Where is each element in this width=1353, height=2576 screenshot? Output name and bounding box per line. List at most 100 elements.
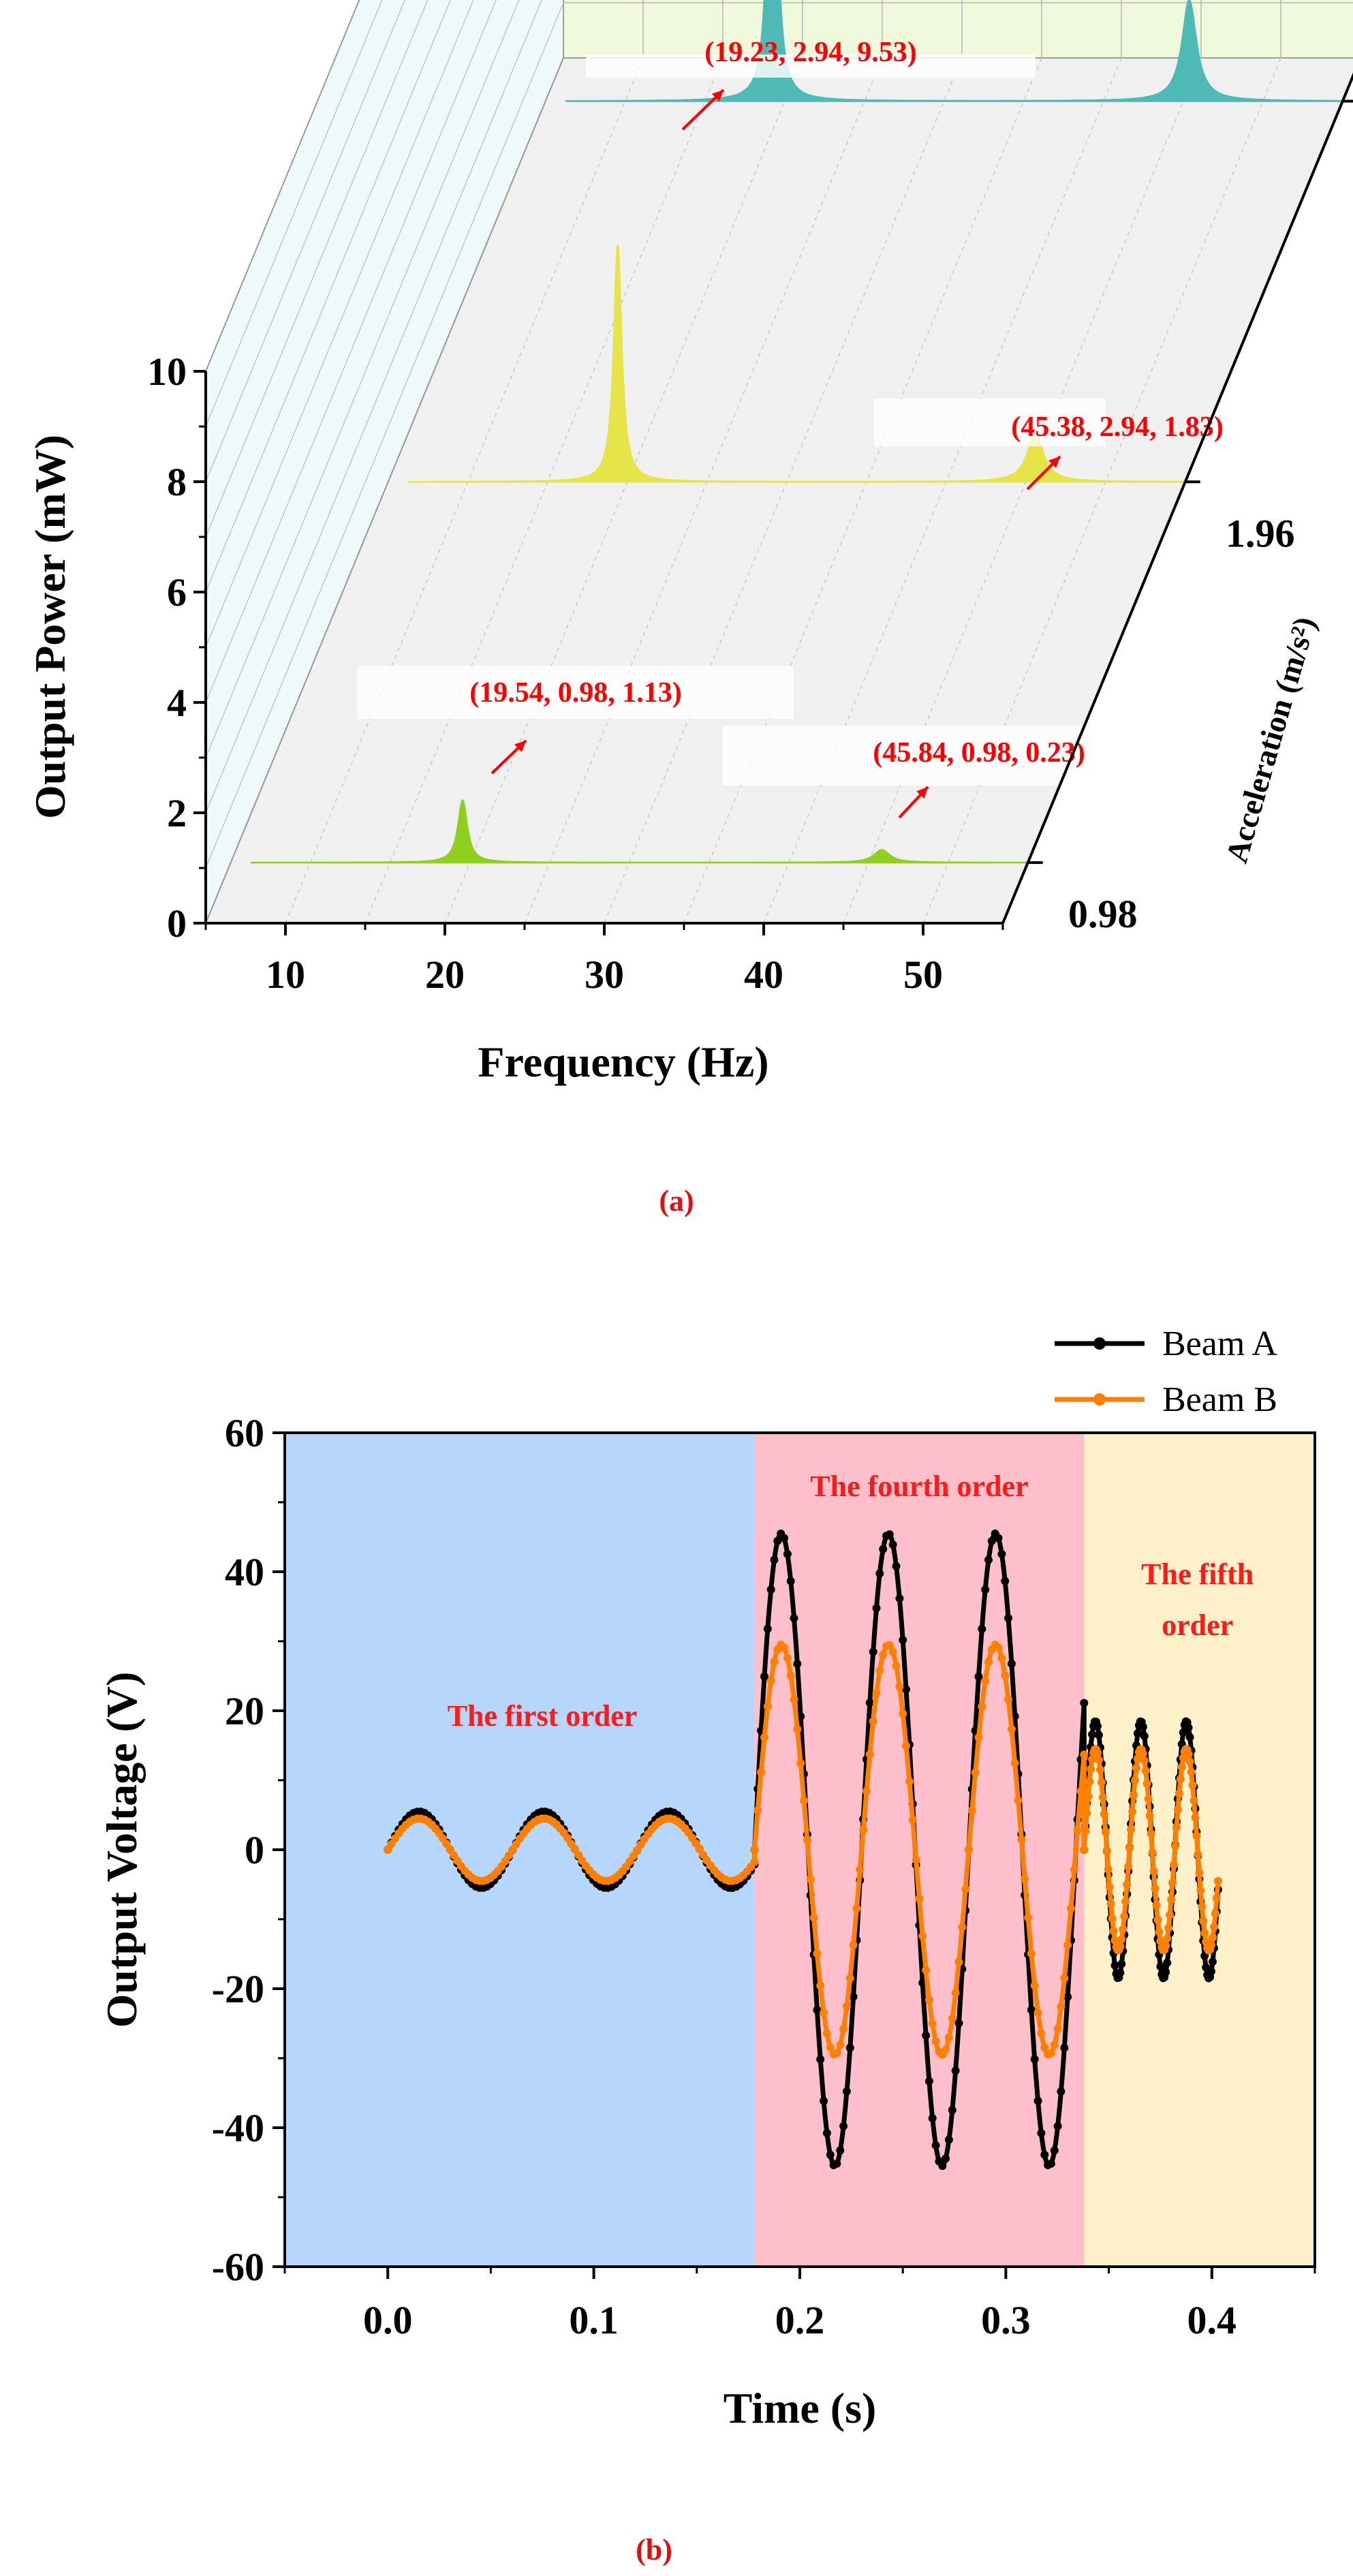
data-point — [826, 2043, 835, 2052]
data-point — [820, 2008, 828, 2017]
data-point — [790, 1695, 798, 1704]
data-point — [1128, 1807, 1137, 1816]
x-tick-label: 10 — [266, 952, 305, 997]
data-point — [1057, 2002, 1066, 2011]
data-point — [1085, 1778, 1094, 1786]
data-point — [1133, 1729, 1142, 1738]
data-point — [1155, 1927, 1164, 1936]
data-point — [971, 1768, 980, 1777]
x-tick-label: 0.4 — [1187, 2298, 1237, 2342]
data-point — [1081, 1827, 1090, 1835]
data-point — [1168, 1878, 1177, 1887]
data-point — [892, 1662, 901, 1671]
data-point — [1192, 1831, 1201, 1840]
data-point — [1162, 1941, 1170, 1950]
data-point — [954, 1958, 963, 1966]
data-point — [978, 1625, 986, 1633]
data-point — [1138, 1749, 1147, 1758]
data-point — [1098, 1793, 1107, 1802]
y-tick-label: 0 — [167, 901, 187, 946]
data-point — [1132, 1764, 1140, 1773]
data-point — [1133, 1754, 1142, 1763]
data-point — [833, 2159, 841, 2168]
data-point — [763, 1624, 772, 1633]
data-point — [885, 1641, 894, 1649]
legend-marker — [1093, 1337, 1106, 1350]
data-point — [865, 1698, 874, 1707]
data-point — [922, 1966, 931, 1974]
side-grid-line — [205, 0, 452, 593]
x-tick-label: 0.1 — [569, 2298, 619, 2342]
data-point — [1164, 1924, 1173, 1932]
data-point — [987, 1536, 996, 1545]
data-point — [786, 1671, 795, 1680]
x-tick-label: 0.0 — [363, 2298, 413, 2342]
region-2 — [754, 1433, 1085, 2267]
data-point — [833, 2049, 841, 2058]
data-point — [899, 1636, 907, 1645]
data-point — [1194, 1850, 1202, 1859]
data-point — [997, 1654, 1006, 1662]
data-point — [1060, 1974, 1069, 1983]
data-point — [1199, 1917, 1208, 1925]
data-point — [1004, 1614, 1012, 1622]
data-point — [1131, 1776, 1139, 1785]
data-point — [1200, 1929, 1209, 1938]
annotation-arrowhead — [916, 787, 928, 799]
data-point — [1210, 1923, 1218, 1931]
data-point — [1153, 1915, 1162, 1924]
x-axis-title: Time (s) — [724, 2384, 877, 2432]
data-point — [1104, 1865, 1113, 1874]
annotation-label: (19.54, 0.98, 1.13) — [469, 677, 681, 709]
y-tick-label: 10 — [147, 350, 187, 394]
data-point — [1189, 1796, 1198, 1805]
data-point — [974, 1672, 983, 1681]
data-point — [1117, 1959, 1126, 1968]
data-point — [1148, 1848, 1157, 1857]
data-point — [842, 2087, 851, 2096]
data-point — [1163, 1934, 1172, 1943]
data-point — [1119, 1925, 1128, 1934]
data-point — [1117, 1935, 1126, 1944]
y-tick-label: 60 — [225, 1411, 264, 1455]
data-point — [1093, 1722, 1102, 1731]
power-trace-1.96 — [407, 244, 1187, 483]
data-point — [839, 2025, 848, 2033]
annotation-box — [358, 666, 794, 719]
y-tick-label: 0 — [245, 1828, 264, 1872]
x-tick-label: 50 — [903, 952, 943, 997]
data-point — [780, 1643, 788, 1652]
data-point — [961, 1885, 970, 1893]
data-point — [974, 1733, 983, 1742]
region-label-line2: order — [1162, 1609, 1233, 1642]
data-point — [944, 2135, 953, 2144]
annotation-arrowhead — [1048, 456, 1060, 468]
data-point — [1140, 1732, 1149, 1741]
data-point — [1195, 1868, 1204, 1877]
data-point — [826, 2150, 835, 2159]
side-grid-line — [205, 2, 564, 869]
data-point — [869, 1647, 877, 1656]
data-point — [892, 1562, 901, 1570]
y-tick-label: 6 — [167, 570, 187, 615]
data-point — [1156, 1962, 1165, 1971]
data-point — [1151, 1884, 1160, 1893]
data-point — [1102, 1846, 1111, 1855]
data-point — [915, 1894, 924, 1903]
data-point — [816, 1981, 825, 1990]
data-point — [1088, 1730, 1097, 1739]
y-tick-label: 2 — [167, 791, 187, 835]
data-point — [809, 1913, 818, 1922]
data-point — [1057, 2087, 1066, 2096]
data-point — [981, 1585, 990, 1594]
data-point — [1209, 1957, 1217, 1966]
data-point — [984, 1555, 993, 1564]
data-point — [1127, 1825, 1136, 1834]
data-point — [1046, 2049, 1055, 2058]
data-point — [849, 1992, 858, 2001]
data-point — [942, 2154, 950, 2163]
data-point — [1163, 1959, 1172, 1967]
back-wall — [563, 0, 1353, 59]
data-point — [1120, 1912, 1129, 1921]
data-point — [1101, 1828, 1110, 1837]
